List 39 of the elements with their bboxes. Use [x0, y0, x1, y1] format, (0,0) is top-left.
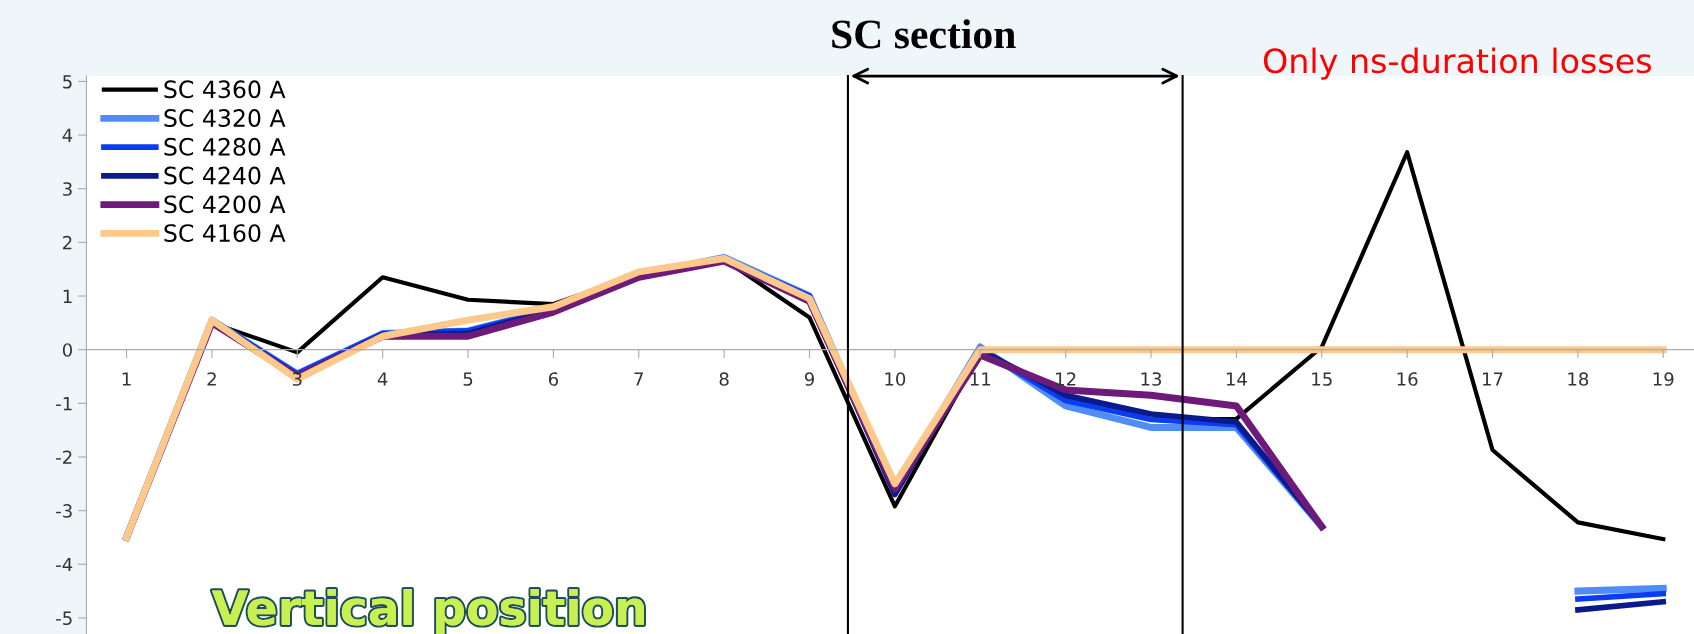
legend-label: SC 4240 A: [164, 166, 286, 185]
y-tick-label: 2: [63, 235, 72, 250]
y-tick-label: 1: [63, 289, 72, 303]
legend-label: SC 4280 A: [164, 137, 286, 156]
x-tick-label: 11: [970, 372, 991, 386]
y-tick-label: 4: [62, 128, 73, 142]
text: SC section: [832, 19, 1016, 49]
legend-label: SC 4160 A: [164, 224, 286, 242]
legend-label: SC 4320 A: [164, 109, 286, 127]
x-tick-label: 2: [207, 372, 216, 386]
annotation: Vertical position: [211, 588, 644, 634]
x-tick-label: 3: [292, 372, 302, 386]
y-tick-label: -4: [56, 557, 73, 572]
x-tick-label: 19: [1653, 372, 1674, 386]
legend-label: SC 4200 A: [164, 195, 286, 214]
x-tick-label: 17: [1483, 372, 1503, 386]
y-tick-label: 0: [62, 343, 72, 357]
x-tick-label: 12: [1056, 372, 1076, 386]
x-tick-label: 7: [634, 372, 643, 386]
y-tick-label: -5: [56, 611, 72, 626]
annotation: Only ns-duration losses: [1263, 47, 1651, 80]
y-tick-label: -1: [56, 397, 72, 411]
x-tick-label: 6: [548, 372, 558, 386]
y-tick-label: -3: [56, 504, 72, 518]
x-tick-label: 5: [463, 372, 473, 386]
y-tick-label: -2: [56, 450, 72, 464]
y-tick-label: 3: [63, 182, 72, 196]
x-tick-label: 13: [1141, 372, 1162, 386]
x-tick-label: 14: [1226, 372, 1247, 386]
x-tick-label: 15: [1312, 372, 1332, 386]
y-tick-label: 5: [63, 75, 72, 89]
x-tick-label: 16: [1397, 372, 1418, 386]
x-tick-label: 1: [122, 372, 131, 386]
x-tick-label: 18: [1568, 372, 1589, 386]
x-tick-label: 4: [377, 372, 388, 386]
x-tick-label: 10: [885, 372, 906, 386]
legend-label: SC 4360 A: [164, 80, 286, 99]
x-tick-label: 9: [804, 372, 814, 386]
x-tick-label: 8: [719, 372, 729, 386]
